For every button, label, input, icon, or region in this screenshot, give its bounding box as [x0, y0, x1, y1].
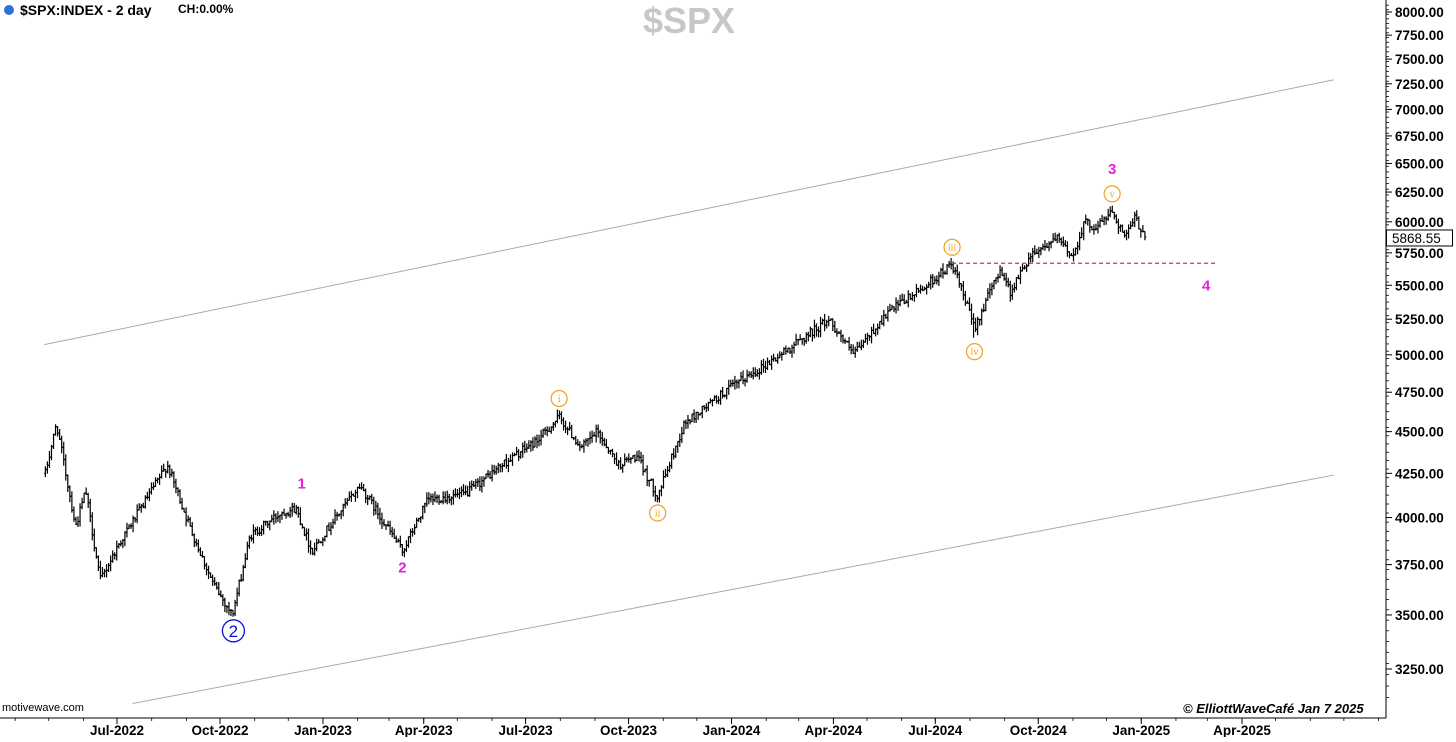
x-tick-label: Apr-2023 [395, 723, 453, 737]
x-tick-label: Jul-2022 [90, 723, 144, 737]
wave-label-2: 2 [398, 559, 406, 576]
channel-line-2 [132, 474, 1334, 704]
change-label: CH:0.00% [178, 2, 234, 16]
last-price-label: 5868.55 [1392, 231, 1441, 246]
x-tick-label: Oct-2023 [600, 723, 658, 737]
wave-label-circle [943, 238, 961, 256]
y-tick-label: 6250.00 [1395, 185, 1444, 200]
x-tick-label: Jan-2023 [294, 723, 352, 737]
y-tick-label: 4750.00 [1395, 385, 1444, 400]
x-tick-label: Jan-2024 [703, 723, 761, 737]
wave-label-1: 1 [298, 476, 306, 493]
y-tick-label: 5000.00 [1395, 348, 1444, 363]
y-tick-label: 6500.00 [1395, 156, 1444, 171]
x-tick-label: Apr-2025 [1213, 723, 1271, 737]
y-tick-label: 3250.00 [1395, 662, 1444, 677]
chart-title: $SPX [643, 0, 736, 41]
x-tick-label: Oct-2022 [191, 723, 248, 737]
y-tick-label: 7250.00 [1395, 77, 1444, 92]
y-tick-label: 4250.00 [1395, 466, 1444, 481]
wave-label-circle [649, 504, 667, 522]
wave-label-6: iv [971, 347, 979, 358]
y-tick-label: 5250.00 [1395, 312, 1444, 327]
symbol-dot-icon [4, 5, 14, 15]
wave-label-7: v [1110, 189, 1115, 200]
copyright: © ElliottWaveCafé Jan 7 2025 [1183, 701, 1364, 716]
y-tick-label: 7750.00 [1395, 28, 1444, 43]
price-bars [44, 205, 1147, 617]
y-tick-label: 3750.00 [1395, 558, 1444, 573]
y-tick-label: 4500.00 [1395, 425, 1444, 440]
wave-label-5: iii [948, 243, 957, 254]
channel-line-1 [44, 79, 1334, 346]
y-tick-label: 5750.00 [1395, 246, 1444, 261]
x-tick-label: Jul-2023 [499, 723, 554, 737]
watermark: motivewave.com [2, 702, 84, 714]
y-tick-label: 4000.00 [1395, 511, 1444, 526]
x-tick-label: Apr-2024 [805, 723, 863, 737]
y-tick-label: 8000.00 [1395, 5, 1444, 20]
channel-lines [44, 79, 1334, 704]
wave-label-3: i [558, 394, 561, 405]
y-tick-label: 6750.00 [1395, 129, 1444, 144]
y-tick-label: 3500.00 [1395, 608, 1444, 623]
symbol-label: $SPX:INDEX - 2 day [20, 2, 152, 18]
wave-label-circle [1103, 185, 1121, 203]
x-tick-label: Jul-2024 [908, 723, 963, 737]
price-bar [1143, 230, 1147, 241]
y-tick-label: 7000.00 [1395, 102, 1444, 117]
last-price-box [1386, 229, 1453, 247]
wave-label-4: ii [655, 509, 661, 520]
wave-label-circle [550, 389, 568, 408]
x-tick-label: Jan-2025 [1112, 723, 1170, 737]
y-tick-label: 7500.00 [1395, 52, 1444, 67]
wave-label-circle [221, 619, 246, 643]
wave-label-circle [965, 343, 984, 361]
wave-label-9: 4 [1202, 277, 1211, 294]
wave-label-0: 2 [229, 622, 238, 641]
y-tick-label: 6000.00 [1395, 215, 1444, 230]
x-tick-label: Oct-2024 [1010, 723, 1068, 737]
wave-label-8: 3 [1108, 161, 1116, 178]
y-tick-label: 5500.00 [1395, 278, 1444, 293]
